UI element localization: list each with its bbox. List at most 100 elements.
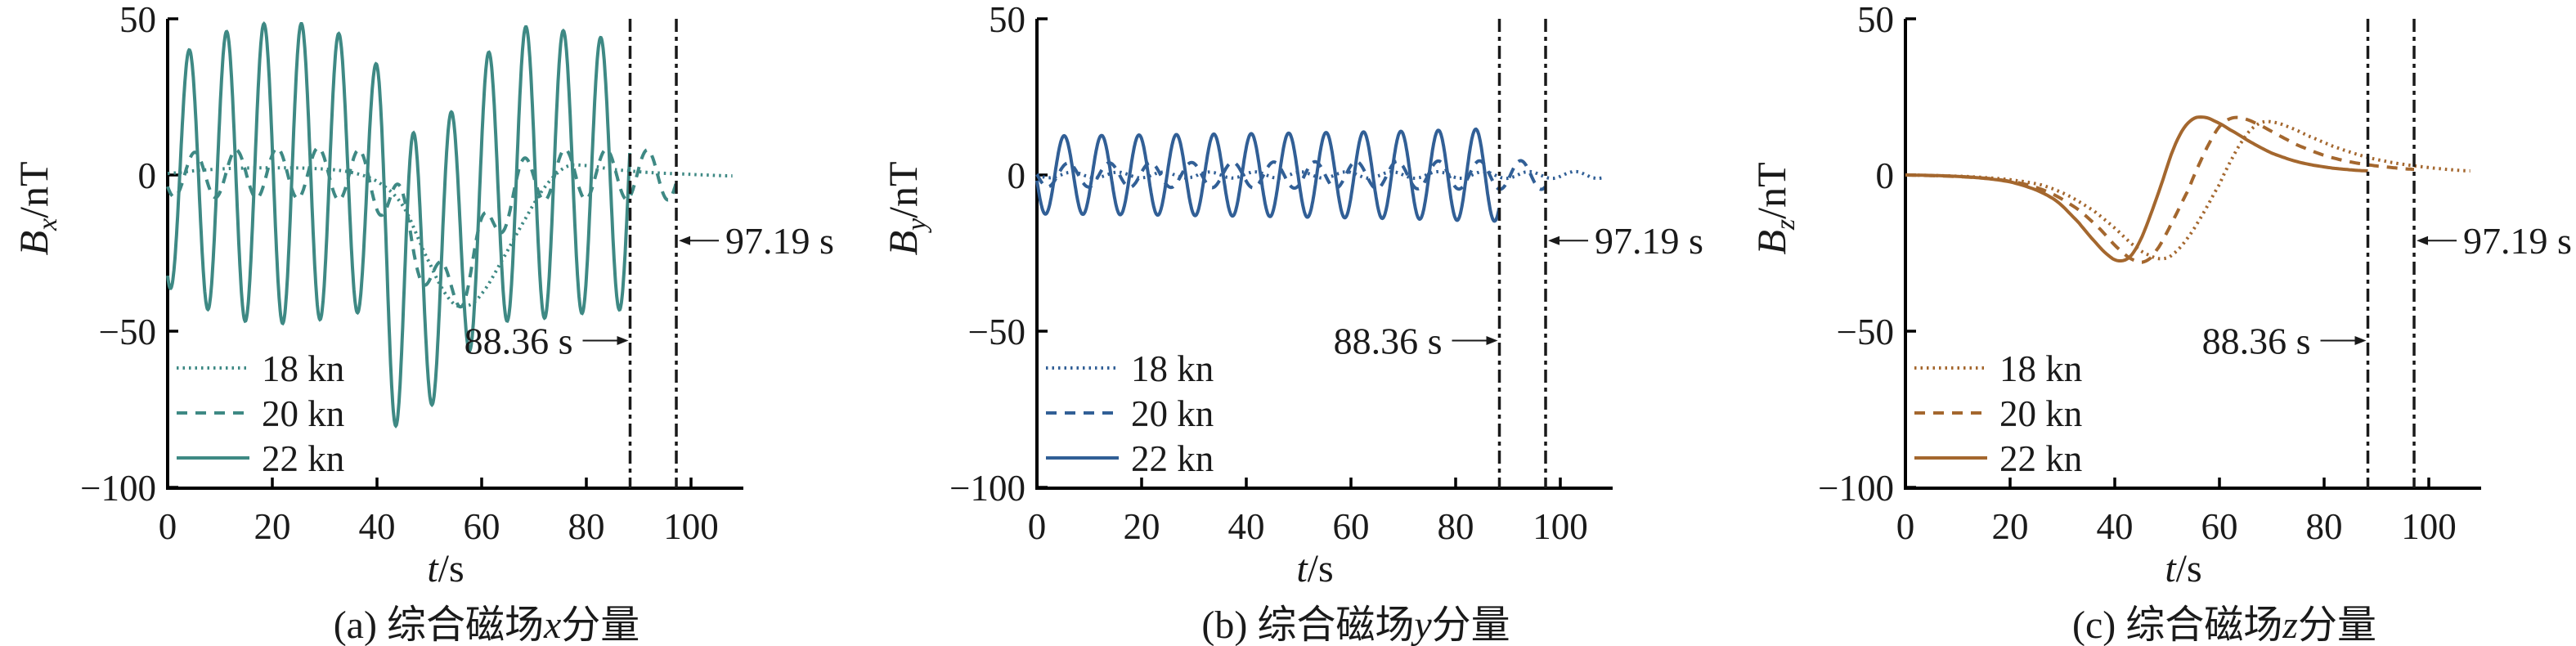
legend-label: 22 kn xyxy=(262,438,344,479)
y-tick-label: −100 xyxy=(80,468,156,509)
marker-label: 97.19 s xyxy=(1595,220,1703,262)
subplot-b: 50 0 −50 −100 0 20 40 60 80 100 88.36 s 97.19 s 18 k… xyxy=(859,0,1717,646)
x-tick-label: 60 xyxy=(1333,506,1370,547)
x-tick-label: 100 xyxy=(663,506,719,547)
caption-text: 分量 xyxy=(1431,603,1510,646)
series-18-kn-line xyxy=(1036,169,1602,181)
arrow-left-icon xyxy=(1548,236,1560,245)
arrow-left-icon xyxy=(2417,236,2429,245)
y-tick-label: 0 xyxy=(138,155,157,196)
x-tick-label: 100 xyxy=(2401,506,2457,547)
legend-label: 18 kn xyxy=(1999,348,2082,389)
marker-label: 88.36 s xyxy=(464,320,573,361)
y-tick-label: 50 xyxy=(989,0,1025,40)
legend-label: 20 kn xyxy=(262,393,344,434)
y-tick-label: −100 xyxy=(1818,468,1894,509)
x-tick-label: 60 xyxy=(2201,506,2238,547)
x-tick-label: 0 xyxy=(1028,506,1047,547)
legend-label: 20 kn xyxy=(1999,393,2082,434)
x-axis-label: t/s xyxy=(2102,546,2265,591)
subplot-caption: (b) 综合磁场y分量 xyxy=(1111,592,1601,646)
x-axis-unit: /s xyxy=(2175,547,2202,590)
y-axis-unit: /nT xyxy=(1748,162,1794,219)
subplot-caption: (c) 综合磁场z分量 xyxy=(1979,592,2470,646)
y-tick-label: −50 xyxy=(968,312,1025,352)
marker-label: 97.19 s xyxy=(725,220,834,262)
x-tick-label: 80 xyxy=(568,506,605,547)
caption-text: 分量 xyxy=(561,603,640,646)
x-tick-label: 100 xyxy=(1533,506,1588,547)
marker-label: 97.19 s xyxy=(2463,220,2572,262)
x-axis-variable: t xyxy=(2165,547,2176,590)
subplot-a: 50 0 −50 −100 0 20 40 60 80 100 88.36 s 97.19 s 18 k… xyxy=(0,0,859,646)
x-tick-label: 80 xyxy=(2306,506,2343,547)
y-axis-subscript: y xyxy=(902,218,932,231)
x-axis-label: t/s xyxy=(1233,546,1397,591)
marker-label: 88.36 s xyxy=(2202,320,2311,361)
subplot-caption: (a) 综合磁场x分量 xyxy=(241,592,732,646)
x-tick-label: 40 xyxy=(359,506,396,547)
subplot-c: 50 0 −50 −100 0 20 40 60 80 100 88.36 s 97.19 s 18 k… xyxy=(1717,0,2576,646)
legend-label: 18 kn xyxy=(262,348,344,389)
arrow-right-icon xyxy=(1486,335,1498,345)
y-axis-label-by: By/nT xyxy=(877,90,935,327)
y-axis-variable: B xyxy=(1748,230,1794,255)
x-axis-variable: t xyxy=(1296,547,1308,590)
caption-text: 分量 xyxy=(2297,603,2376,646)
x-axis-unit: /s xyxy=(1307,547,1334,590)
axes-spines xyxy=(1904,19,2481,490)
y-axis-subscript: z xyxy=(1770,218,1801,231)
x-tick-label: 80 xyxy=(1438,506,1474,547)
y-tick-label: −50 xyxy=(99,312,156,352)
x-tick-label: 40 xyxy=(1228,506,1265,547)
legend-label: 22 kn xyxy=(1999,438,2082,479)
axes-spines xyxy=(166,19,743,490)
caption-variable: z xyxy=(2282,603,2298,646)
x-tick-label: 0 xyxy=(159,506,177,547)
series-20-kn-line xyxy=(1035,159,1546,191)
series-18-kn-line xyxy=(1905,119,2471,261)
y-axis-unit: /nT xyxy=(880,161,926,218)
y-axis-unit: /nT xyxy=(11,161,56,218)
y-tick-label: 0 xyxy=(1008,155,1026,196)
arrow-right-icon xyxy=(617,335,629,345)
axes-spines xyxy=(1035,19,1613,490)
x-axis-variable: t xyxy=(427,547,438,590)
y-tick-label: 50 xyxy=(1857,0,1894,40)
x-tick-label: 60 xyxy=(464,506,500,547)
x-axis-label: t/s xyxy=(364,546,527,591)
caption-text: (a) 综合磁场 xyxy=(333,603,544,646)
series-22-kn-line xyxy=(1035,127,1501,223)
x-axis-unit: /s xyxy=(438,547,464,590)
y-tick-label: −50 xyxy=(1837,312,1894,352)
caption-text: (b) 综合磁场 xyxy=(1201,603,1415,646)
caption-variable: x xyxy=(543,603,562,646)
y-tick-label: −100 xyxy=(949,468,1025,509)
x-tick-label: 20 xyxy=(1124,506,1160,547)
legend-label: 22 kn xyxy=(1131,438,1214,479)
legend-label: 18 kn xyxy=(1131,348,1214,389)
series-22-kn-line xyxy=(1905,115,2368,262)
y-tick-label: 50 xyxy=(119,0,156,40)
marker-label: 88.36 s xyxy=(1334,320,1443,361)
y-axis-label-bx: Bx/nT xyxy=(8,90,65,327)
x-tick-label: 0 xyxy=(1896,506,1915,547)
y-axis-label-bz: Bz/nT xyxy=(1746,90,1803,327)
y-axis-subscript: x xyxy=(33,218,63,231)
x-tick-label: 20 xyxy=(1992,506,2029,547)
arrow-right-icon xyxy=(2354,335,2367,345)
x-tick-label: 40 xyxy=(2097,506,2134,547)
series-22-kn-line xyxy=(166,20,632,428)
x-tick-label: 20 xyxy=(254,506,291,547)
caption-variable: y xyxy=(1414,603,1432,646)
arrow-left-icon xyxy=(679,236,691,245)
y-axis-variable: B xyxy=(880,230,926,256)
y-axis-variable: B xyxy=(11,230,56,256)
y-tick-label: 0 xyxy=(1876,155,1895,196)
caption-text: (c) 综合磁场 xyxy=(2072,603,2283,646)
legend-label: 20 kn xyxy=(1131,393,1214,434)
